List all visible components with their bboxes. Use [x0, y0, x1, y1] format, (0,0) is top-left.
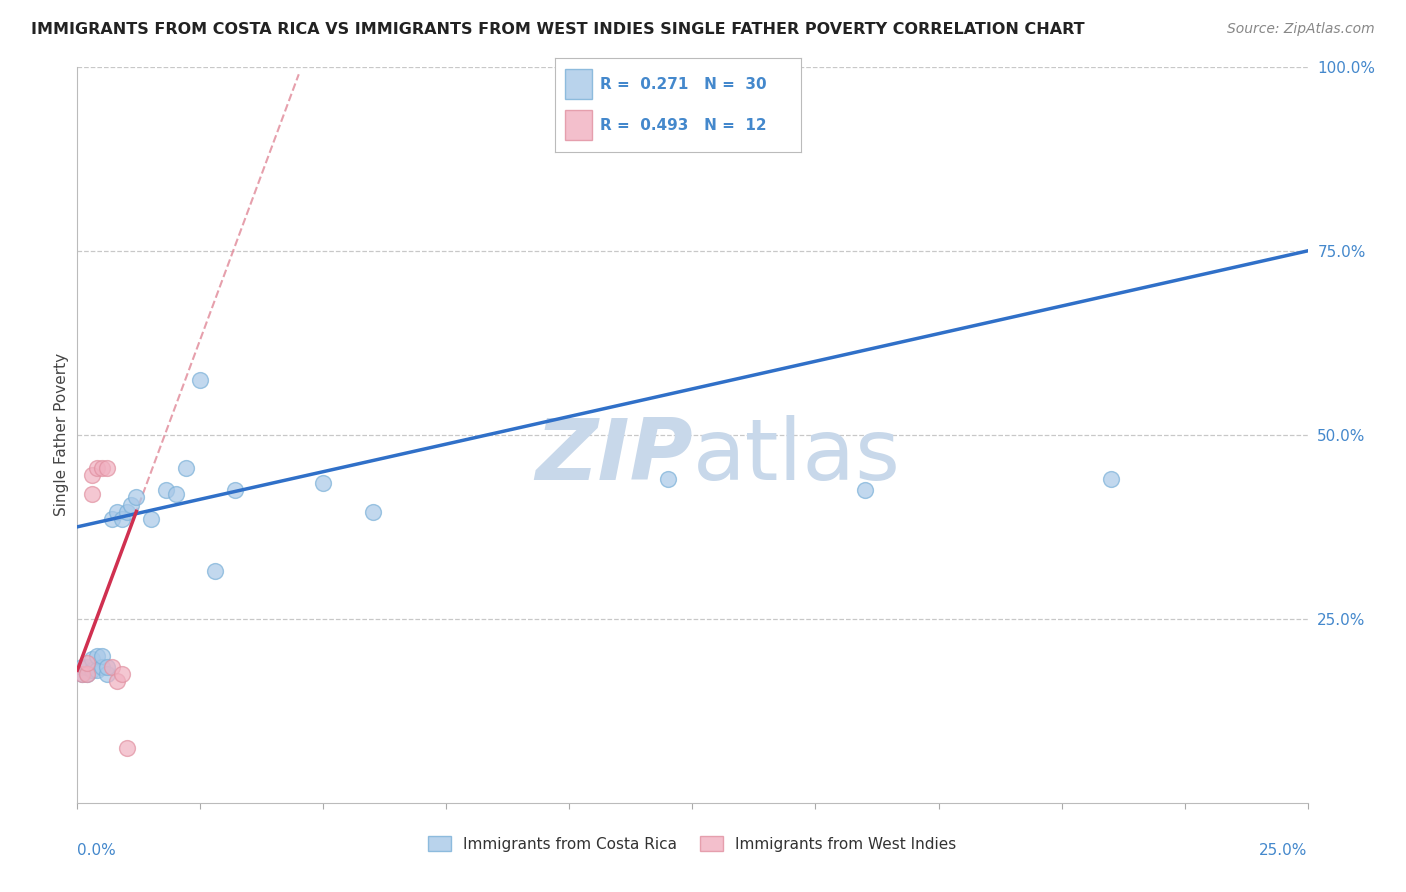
Legend: Immigrants from Costa Rica, Immigrants from West Indies: Immigrants from Costa Rica, Immigrants f… — [422, 830, 963, 858]
Point — [105, 674, 128, 689]
Text: R =  0.271   N =  30: R = 0.271 N = 30 — [599, 77, 766, 92]
Point — [121, 498, 143, 512]
Point — [96, 659, 118, 673]
Text: 0.0%: 0.0% — [77, 843, 117, 858]
Text: ZIP: ZIP — [534, 416, 693, 499]
Point — [96, 667, 118, 681]
Point — [115, 505, 138, 519]
Point — [76, 667, 98, 681]
Point — [101, 659, 124, 673]
Point — [853, 483, 876, 497]
Point — [90, 648, 114, 663]
Point — [115, 740, 138, 755]
Point — [361, 505, 384, 519]
Point — [204, 564, 226, 578]
Text: atlas: atlas — [693, 416, 900, 499]
Text: Source: ZipAtlas.com: Source: ZipAtlas.com — [1227, 22, 1375, 37]
Point — [70, 667, 93, 681]
Point — [82, 652, 104, 666]
Point — [312, 475, 335, 490]
Point — [188, 373, 212, 387]
Point — [141, 512, 163, 526]
Point — [86, 648, 108, 663]
Point — [82, 487, 104, 501]
Point — [1099, 472, 1122, 486]
Point — [111, 512, 132, 526]
Point — [657, 472, 679, 486]
Point — [70, 659, 93, 673]
Text: 25.0%: 25.0% — [1260, 843, 1308, 858]
Point — [101, 512, 124, 526]
Point — [96, 461, 118, 475]
Y-axis label: Single Father Poverty: Single Father Poverty — [53, 353, 69, 516]
Point — [125, 491, 148, 505]
Point — [86, 461, 108, 475]
Point — [86, 664, 108, 678]
Point — [105, 505, 128, 519]
Point — [90, 461, 114, 475]
Point — [76, 656, 98, 670]
Text: IMMIGRANTS FROM COSTA RICA VS IMMIGRANTS FROM WEST INDIES SINGLE FATHER POVERTY : IMMIGRANTS FROM COSTA RICA VS IMMIGRANTS… — [31, 22, 1084, 37]
Point — [76, 659, 98, 673]
Text: R =  0.493   N =  12: R = 0.493 N = 12 — [599, 118, 766, 133]
Point — [70, 667, 93, 681]
FancyBboxPatch shape — [565, 70, 592, 99]
Point — [82, 468, 104, 483]
Point — [82, 664, 104, 678]
Point — [76, 667, 98, 681]
Point — [155, 483, 177, 497]
Point — [165, 487, 187, 501]
Point — [174, 461, 197, 475]
Point — [224, 483, 246, 497]
Point — [90, 659, 114, 673]
FancyBboxPatch shape — [565, 111, 592, 140]
Point — [111, 667, 132, 681]
